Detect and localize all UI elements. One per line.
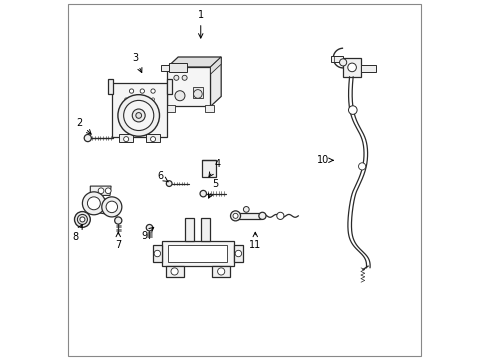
Polygon shape	[212, 266, 230, 277]
Polygon shape	[192, 87, 203, 98]
Polygon shape	[161, 64, 169, 71]
Polygon shape	[145, 134, 160, 142]
Circle shape	[151, 98, 154, 101]
Circle shape	[258, 212, 265, 220]
Circle shape	[84, 134, 91, 141]
Circle shape	[166, 181, 172, 186]
Polygon shape	[165, 105, 174, 112]
Circle shape	[200, 190, 206, 197]
Polygon shape	[210, 57, 221, 107]
Circle shape	[136, 113, 142, 118]
Text: 4: 4	[208, 159, 220, 177]
Circle shape	[243, 207, 249, 212]
Circle shape	[175, 91, 184, 101]
Polygon shape	[168, 245, 227, 262]
Text: 9: 9	[141, 228, 153, 240]
Polygon shape	[167, 67, 210, 107]
Circle shape	[182, 75, 187, 80]
Polygon shape	[237, 213, 260, 219]
Circle shape	[347, 63, 356, 72]
Text: 3: 3	[132, 53, 142, 72]
Polygon shape	[210, 57, 221, 74]
Circle shape	[142, 98, 145, 101]
Circle shape	[132, 109, 145, 122]
Circle shape	[150, 136, 155, 141]
Text: 7: 7	[115, 232, 121, 249]
Circle shape	[102, 197, 122, 217]
Polygon shape	[360, 64, 376, 72]
Circle shape	[146, 225, 152, 231]
Circle shape	[233, 213, 238, 219]
Polygon shape	[88, 195, 117, 216]
Polygon shape	[166, 79, 171, 94]
Polygon shape	[107, 79, 112, 94]
Circle shape	[123, 100, 153, 131]
Polygon shape	[330, 56, 343, 62]
Polygon shape	[185, 218, 194, 241]
Circle shape	[230, 211, 240, 221]
Circle shape	[133, 98, 136, 101]
Circle shape	[115, 217, 122, 224]
Polygon shape	[233, 245, 242, 262]
Circle shape	[129, 89, 133, 93]
Text: 8: 8	[72, 225, 82, 242]
Text: 10: 10	[317, 155, 332, 165]
Circle shape	[123, 136, 128, 141]
Circle shape	[358, 163, 365, 170]
Circle shape	[87, 197, 100, 210]
Text: 1: 1	[197, 10, 203, 38]
Polygon shape	[90, 186, 111, 195]
Circle shape	[82, 192, 105, 215]
Circle shape	[154, 250, 160, 257]
Polygon shape	[119, 134, 133, 142]
Circle shape	[74, 212, 90, 227]
Polygon shape	[343, 58, 360, 77]
Circle shape	[171, 268, 178, 275]
Circle shape	[276, 212, 284, 220]
Polygon shape	[112, 83, 167, 137]
Polygon shape	[165, 266, 183, 277]
Circle shape	[217, 268, 224, 275]
Polygon shape	[201, 218, 210, 241]
Polygon shape	[204, 105, 214, 112]
Polygon shape	[162, 241, 233, 266]
Circle shape	[106, 201, 117, 213]
Circle shape	[235, 250, 241, 257]
Circle shape	[105, 188, 111, 194]
Polygon shape	[169, 63, 187, 72]
Text: 5: 5	[208, 179, 219, 198]
Text: 6: 6	[157, 171, 168, 182]
Polygon shape	[202, 160, 215, 177]
Polygon shape	[153, 245, 162, 262]
Circle shape	[348, 106, 356, 114]
Circle shape	[193, 90, 202, 98]
Text: 11: 11	[248, 232, 261, 250]
Circle shape	[140, 89, 144, 93]
Circle shape	[151, 89, 155, 93]
Text: 2: 2	[76, 118, 91, 134]
Circle shape	[118, 95, 159, 136]
Circle shape	[80, 217, 85, 222]
Circle shape	[77, 215, 87, 225]
Circle shape	[98, 188, 104, 194]
Polygon shape	[167, 57, 221, 67]
Circle shape	[124, 98, 127, 101]
Circle shape	[174, 75, 179, 80]
Circle shape	[339, 59, 346, 66]
